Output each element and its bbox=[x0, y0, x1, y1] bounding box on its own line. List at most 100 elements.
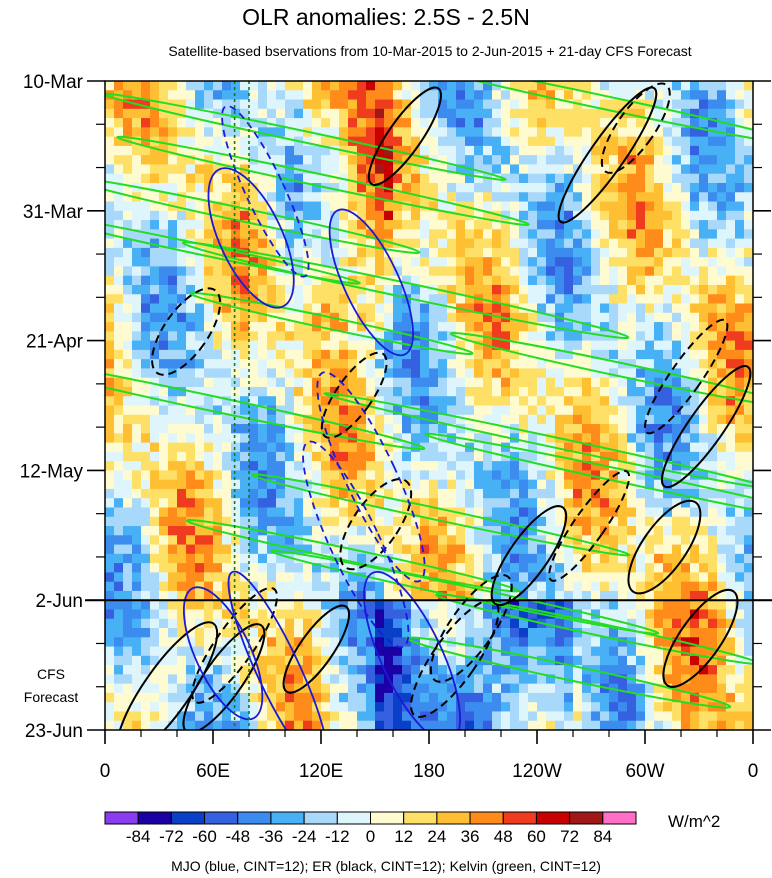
olr-cell bbox=[267, 164, 277, 175]
olr-cell bbox=[708, 386, 718, 397]
olr-cell bbox=[204, 81, 214, 91]
olr-cell bbox=[465, 405, 475, 416]
olr-cell bbox=[645, 127, 655, 138]
olr-cell bbox=[339, 266, 349, 277]
olr-cell bbox=[375, 590, 385, 601]
olr-cell bbox=[681, 563, 691, 573]
olr-cell bbox=[735, 414, 745, 425]
olr-cell bbox=[654, 655, 664, 666]
olr-cell bbox=[519, 424, 529, 434]
olr-cell bbox=[735, 581, 745, 592]
olr-cell bbox=[384, 433, 394, 443]
olr-cell bbox=[114, 600, 124, 610]
olr-cell bbox=[708, 331, 718, 341]
olr-cell bbox=[375, 201, 385, 212]
olr-cell bbox=[429, 526, 439, 536]
olr-cell bbox=[357, 340, 367, 351]
olr-cell bbox=[456, 164, 466, 175]
olr-cell bbox=[492, 433, 502, 443]
olr-cell bbox=[699, 572, 709, 583]
olr-cell bbox=[591, 118, 601, 128]
olr-cell bbox=[573, 451, 583, 462]
olr-cell bbox=[564, 628, 574, 638]
olr-cell bbox=[708, 275, 718, 286]
olr-cell bbox=[474, 164, 484, 175]
olr-cell bbox=[735, 702, 745, 712]
olr-cell bbox=[663, 340, 673, 351]
olr-cell bbox=[321, 572, 331, 583]
olr-cell bbox=[717, 516, 727, 527]
olr-cell bbox=[429, 461, 439, 471]
olr-cell bbox=[726, 220, 736, 230]
olr-cell bbox=[177, 396, 187, 406]
olr-cell bbox=[447, 535, 457, 545]
olr-cell bbox=[330, 136, 340, 147]
olr-cell bbox=[645, 637, 655, 647]
olr-cell bbox=[366, 247, 376, 258]
olr-cell bbox=[285, 405, 295, 416]
olr-cell bbox=[618, 461, 628, 471]
olr-cell bbox=[654, 665, 664, 675]
olr-cell bbox=[366, 414, 376, 425]
olr-cell bbox=[663, 90, 673, 100]
olr-cell bbox=[654, 572, 664, 583]
olr-cell bbox=[429, 303, 439, 314]
olr-cell bbox=[519, 284, 529, 295]
olr-cell bbox=[501, 618, 511, 629]
olr-cell bbox=[564, 433, 574, 443]
olr-cell bbox=[123, 637, 133, 647]
olr-cell bbox=[420, 451, 430, 462]
olr-cell bbox=[258, 359, 268, 369]
olr-cell bbox=[105, 201, 115, 212]
olr-cell bbox=[726, 609, 736, 620]
olr-cell bbox=[555, 238, 565, 249]
olr-cell bbox=[141, 572, 151, 583]
olr-cell bbox=[339, 322, 349, 332]
olr-cell bbox=[204, 377, 214, 388]
olr-cell bbox=[573, 692, 583, 703]
olr-cell bbox=[573, 618, 583, 629]
olr-cell bbox=[501, 127, 511, 138]
olr-cell bbox=[546, 238, 556, 249]
olr-cell bbox=[384, 442, 394, 453]
olr-cell bbox=[429, 507, 439, 518]
olr-cell bbox=[339, 665, 349, 675]
olr-cell bbox=[519, 294, 529, 304]
olr-cell bbox=[357, 628, 367, 638]
olr-cell bbox=[150, 145, 160, 156]
olr-cell bbox=[654, 173, 664, 184]
olr-cell bbox=[150, 516, 160, 527]
olr-cell bbox=[672, 238, 682, 249]
olr-cell bbox=[285, 526, 295, 536]
olr-cell bbox=[681, 526, 691, 536]
olr-cell bbox=[564, 173, 574, 184]
olr-cell bbox=[654, 535, 664, 545]
olr-cell bbox=[195, 201, 205, 212]
olr-cell bbox=[231, 266, 241, 277]
olr-cell bbox=[726, 461, 736, 471]
olr-cell bbox=[321, 145, 331, 156]
olr-cell bbox=[249, 312, 259, 323]
olr-cell bbox=[627, 526, 637, 536]
olr-cell bbox=[708, 210, 718, 221]
olr-cell bbox=[456, 136, 466, 147]
olr-cell bbox=[627, 386, 637, 397]
olr-cell bbox=[564, 590, 574, 601]
olr-cell bbox=[645, 145, 655, 156]
olr-cell bbox=[429, 544, 439, 555]
olr-cell bbox=[258, 275, 268, 286]
olr-cell bbox=[330, 572, 340, 583]
olr-cell bbox=[672, 127, 682, 138]
olr-cell bbox=[537, 155, 547, 165]
olr-cell bbox=[150, 238, 160, 249]
olr-cell bbox=[573, 201, 583, 212]
olr-cell bbox=[429, 637, 439, 647]
olr-cell bbox=[132, 720, 142, 730]
olr-cell bbox=[312, 349, 322, 360]
olr-cell bbox=[195, 479, 205, 490]
olr-cell bbox=[465, 396, 475, 406]
olr-cell bbox=[276, 609, 286, 620]
olr-cell bbox=[285, 683, 295, 694]
olr-cell bbox=[375, 526, 385, 536]
olr-cell bbox=[393, 646, 403, 657]
